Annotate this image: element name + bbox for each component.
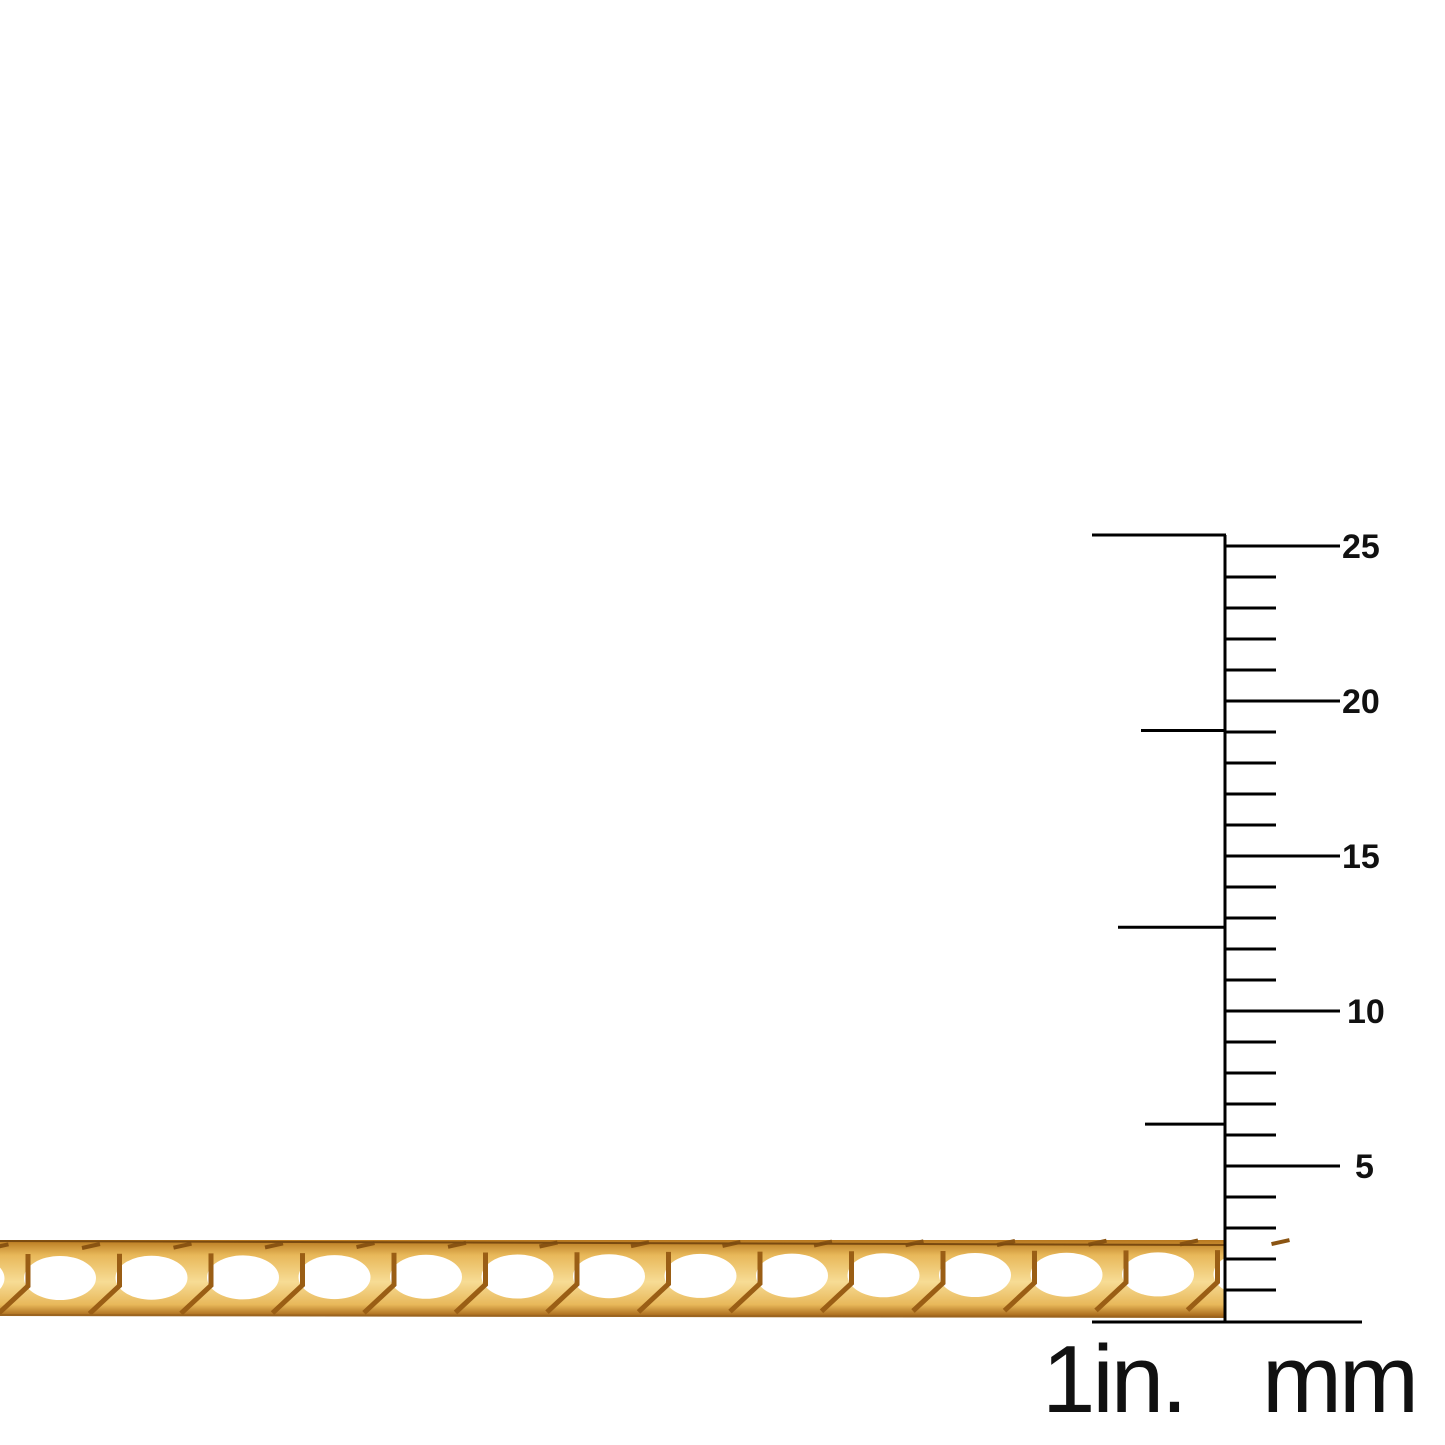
chain-link-edge	[87, 1253, 122, 1316]
chain-link-shadow	[81, 1242, 101, 1250]
mm-label-15: 15	[1342, 838, 1380, 876]
chain-link-edge	[545, 1252, 580, 1315]
chain-link-edge	[179, 1253, 214, 1316]
chain-link-opening	[24, 1256, 96, 1300]
chain-link-edge	[362, 1252, 397, 1315]
chain-link-edge	[270, 1253, 305, 1315]
chain-link-edge	[1185, 1250, 1220, 1312]
chain-link-shadow	[1271, 1238, 1290, 1247]
chain-link-edge	[911, 1251, 946, 1313]
chain-link-opening	[298, 1255, 371, 1300]
chain-link-shadow	[173, 1241, 192, 1250]
chain-link-edge	[819, 1251, 854, 1314]
chain-link-opening	[1213, 1252, 1286, 1297]
chain-top-edge	[0, 1240, 1226, 1246]
chain-link-opening	[939, 1253, 1011, 1297]
chain-link-edge	[728, 1251, 763, 1314]
chain-link-opening	[664, 1253, 737, 1298]
chain-link-opening	[573, 1254, 645, 1299]
chain-link-opening	[0, 1267, 5, 1289]
chain-link-opening	[390, 1254, 462, 1299]
chain-link-opening	[1122, 1252, 1194, 1297]
inch-unit-label: 1in.	[1042, 1326, 1188, 1433]
chain-link-edge	[636, 1251, 671, 1314]
mm-label-10: 10	[1347, 993, 1385, 1031]
mm-label-20: 20	[1342, 683, 1380, 721]
chain-link-shadow	[1179, 1238, 1199, 1247]
mm-label-25: 25	[1342, 528, 1380, 566]
chain-link-shadow	[0, 1242, 9, 1249]
chain-link-opening	[847, 1253, 920, 1298]
mm-unit-label: mm	[1262, 1326, 1419, 1433]
chain-link-edge	[453, 1252, 488, 1315]
chain-link-edge	[1002, 1250, 1037, 1313]
mm-label-5: 5	[1355, 1148, 1374, 1186]
chain-link-shadow	[356, 1241, 375, 1250]
chain-link-opening	[1030, 1252, 1103, 1297]
chain-bottom-edge	[0, 1314, 1226, 1318]
chain-link-edge	[0, 1254, 31, 1316]
chain-link-opening	[481, 1254, 554, 1299]
chain-link-opening	[207, 1255, 279, 1300]
chain-link-opening	[115, 1255, 188, 1300]
chain-link-shadow	[264, 1241, 284, 1250]
chain-link-edge	[1094, 1250, 1129, 1313]
chain-link-opening	[756, 1253, 828, 1298]
